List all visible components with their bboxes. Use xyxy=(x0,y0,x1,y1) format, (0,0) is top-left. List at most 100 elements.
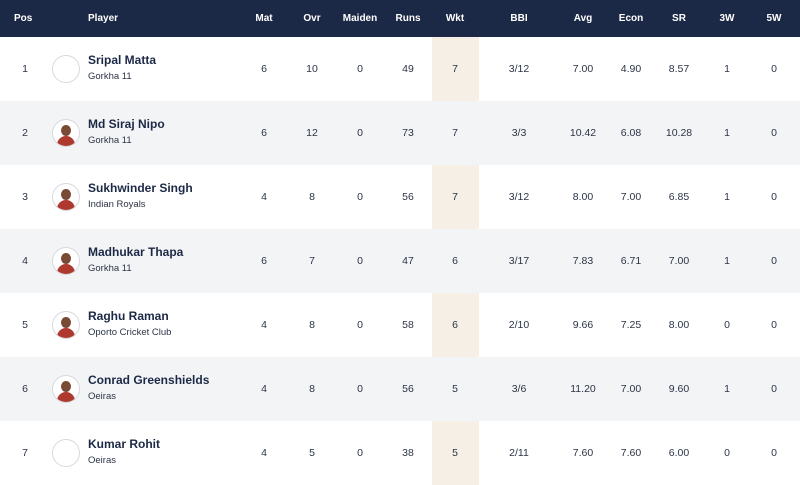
runs-cell: 73 xyxy=(402,127,414,139)
avg-cell: 10.42 xyxy=(569,127,597,139)
wkt-cell: 5 xyxy=(452,383,458,395)
w3-cell: 0 xyxy=(724,319,730,331)
bbi-cell: 3/12 xyxy=(508,63,530,75)
runs-cell: 56 xyxy=(402,383,414,395)
avg-cell: 11.20 xyxy=(570,383,596,395)
player-team: Gorkha 11 xyxy=(88,71,132,82)
player-team: Oporto Cricket Club xyxy=(88,327,172,338)
avatar-face xyxy=(61,317,71,328)
mat-cell: 4 xyxy=(261,447,267,459)
avg-cell: 7.60 xyxy=(572,447,594,459)
header-econ[interactable]: Econ xyxy=(618,13,644,24)
w3-cell: 1 xyxy=(724,383,730,395)
w5-cell: 0 xyxy=(771,127,777,139)
w3-cell: 1 xyxy=(724,191,730,203)
header-avg[interactable]: Avg xyxy=(573,13,593,24)
mat-cell: 6 xyxy=(261,127,267,139)
avatar-face xyxy=(61,253,71,264)
header-runs[interactable]: Runs xyxy=(395,13,421,24)
header-player[interactable]: Player xyxy=(88,13,119,24)
avatar-body xyxy=(57,200,75,210)
header-mat[interactable]: Mat xyxy=(255,13,273,24)
maiden-cell: 0 xyxy=(357,319,363,331)
sr-cell: 10.28 xyxy=(665,127,693,139)
pos-cell: 4 xyxy=(22,255,28,267)
player-avatar[interactable] xyxy=(52,311,80,339)
table-row[interactable]: 4 Madhukar Thapa Gorkha 11 6 7 0 47 6 3/17 7.83 6.… xyxy=(0,229,800,293)
runs-cell: 47 xyxy=(402,255,414,267)
player-avatar[interactable] xyxy=(52,183,80,211)
ovr-cell: 7 xyxy=(309,255,315,267)
bbi-cell: 3/17 xyxy=(508,255,530,267)
player-avatar[interactable] xyxy=(52,119,80,147)
player-team: Oeiras xyxy=(88,455,116,466)
player-avatar[interactable] xyxy=(52,439,80,467)
table-row[interactable]: 7 Kumar Rohit Oeiras 4 5 0 38 5 2/11 7.60 7.60 6.00… xyxy=(0,421,800,485)
ovr-cell: 8 xyxy=(309,191,315,203)
player-name-link[interactable]: Sripal Matta xyxy=(88,53,157,67)
header-pos[interactable]: Pos xyxy=(14,13,33,24)
econ-cell: 6.71 xyxy=(620,255,642,267)
avg-cell: 7.00 xyxy=(572,63,594,75)
ovr-cell: 12 xyxy=(306,127,318,139)
player-name-link[interactable]: Madhukar Thapa xyxy=(88,245,184,259)
wkt-cell: 6 xyxy=(452,319,458,331)
sr-cell: 6.85 xyxy=(668,191,690,203)
table-row[interactable]: 2 Md Siraj Nipo Gorkha 11 6 12 0 73 7 3/3 10.42 6.… xyxy=(0,101,800,165)
w5-cell: 0 xyxy=(771,447,777,459)
player-name-link[interactable]: Conrad Greenshields xyxy=(88,373,210,387)
table-row[interactable]: 5 Raghu Raman Oporto Cricket Club 4 8 0 58 6 2/1… xyxy=(0,293,800,357)
player-team: Gorkha 11 xyxy=(88,263,132,274)
player-name-link[interactable]: Sukhwinder Singh xyxy=(88,181,193,195)
w3-cell: 1 xyxy=(724,127,730,139)
player-avatar[interactable] xyxy=(52,247,80,275)
econ-cell: 4.90 xyxy=(620,63,642,75)
avatar-body xyxy=(57,328,75,338)
table-row[interactable]: 3 Sukhwinder Singh Indian Royals 4 8 0 56 7 3/12… xyxy=(0,165,800,229)
mat-cell: 4 xyxy=(261,383,267,395)
sr-cell: 9.60 xyxy=(668,383,690,395)
avatar-body xyxy=(57,136,75,146)
table-header: Pos Player Mat Ovr Maiden Runs Wkt BBI A… xyxy=(0,0,800,37)
table-row[interactable]: 6 Conrad Greenshields Oeiras 4 8 0 56 5 3/6 11.20… xyxy=(0,357,800,421)
player-name-link[interactable]: Md Siraj Nipo xyxy=(88,117,165,131)
player-team: Indian Royals xyxy=(88,199,146,210)
player-team: Oeiras xyxy=(88,391,116,402)
w5-cell: 0 xyxy=(771,255,777,267)
header-5w[interactable]: 5W xyxy=(766,13,782,24)
pos-cell: 5 xyxy=(22,319,28,331)
bbi-cell: 3/6 xyxy=(511,383,527,395)
header-bbi[interactable]: BBI xyxy=(510,13,528,24)
sr-cell: 7.00 xyxy=(668,255,690,267)
mat-cell: 4 xyxy=(261,191,267,203)
table-row[interactable]: 1 Sripal Matta Gorkha 11 6 10 0 49 7 3/12 7.00 4.9… xyxy=(0,37,800,101)
player-name-link[interactable]: Raghu Raman xyxy=(88,309,169,323)
wkt-cell: 7 xyxy=(452,127,458,139)
player-avatar[interactable] xyxy=(52,375,80,403)
avatar-body xyxy=(57,264,75,274)
w5-cell: 0 xyxy=(771,63,777,75)
player-team: Gorkha 11 xyxy=(88,135,132,146)
avatar-body xyxy=(57,392,75,402)
header-3w[interactable]: 3W xyxy=(719,13,735,24)
econ-cell: 6.08 xyxy=(620,127,642,139)
ovr-cell: 8 xyxy=(309,383,315,395)
w3-cell: 1 xyxy=(724,255,730,267)
header-ovr[interactable]: Ovr xyxy=(303,13,321,24)
header-maiden[interactable]: Maiden xyxy=(342,13,378,24)
player-name-link[interactable]: Kumar Rohit xyxy=(88,437,160,451)
player-avatar[interactable] xyxy=(52,55,80,83)
header-wkt[interactable]: Wkt xyxy=(445,13,465,24)
mat-cell: 4 xyxy=(261,319,267,331)
w5-cell: 0 xyxy=(771,319,777,331)
runs-cell: 58 xyxy=(402,319,414,331)
w5-cell: 0 xyxy=(771,383,777,395)
runs-cell: 56 xyxy=(402,191,414,203)
econ-cell: 7.60 xyxy=(620,447,642,459)
header-sr[interactable]: SR xyxy=(672,13,686,24)
pos-cell: 7 xyxy=(22,447,28,459)
bbi-cell: 2/11 xyxy=(509,447,529,459)
wkt-cell: 6 xyxy=(452,255,458,267)
wkt-cell: 5 xyxy=(452,447,458,459)
